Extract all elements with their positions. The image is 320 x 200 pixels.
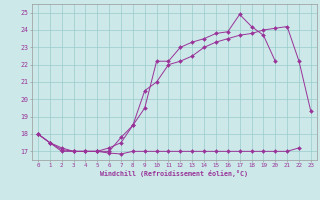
X-axis label: Windchill (Refroidissement éolien,°C): Windchill (Refroidissement éolien,°C) xyxy=(100,170,248,177)
